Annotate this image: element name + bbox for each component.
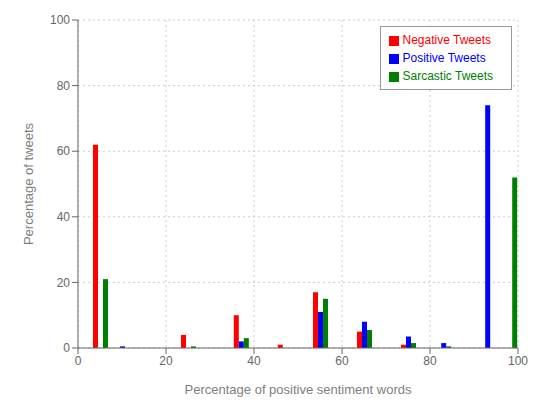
svg-text:80: 80 — [57, 79, 71, 93]
html-text:Negative Tweets: Negative Tweets — [402, 33, 491, 47]
svg-text:80: 80 — [423, 354, 437, 368]
svg-text:100: 100 — [50, 13, 70, 27]
html-text:Positive Tweets: Positive Tweets — [402, 51, 486, 65]
svg-text:0: 0 — [75, 354, 82, 368]
svg-text:20: 20 — [159, 354, 173, 368]
html-text:Sarcastic Tweets: Sarcastic Tweets — [402, 69, 493, 83]
svg-text:100: 100 — [508, 354, 528, 368]
svg-text:0: 0 — [63, 341, 70, 355]
svg-text:60: 60 — [57, 144, 71, 158]
svg-text:Percentage of tweets: Percentage of tweets — [21, 122, 36, 245]
svg-text:60: 60 — [335, 354, 349, 368]
svg-text:20: 20 — [57, 276, 71, 290]
svg-text:Percentage of positive sentime: Percentage of positive sentiment words — [185, 382, 412, 397]
svg-text:40: 40 — [57, 210, 71, 224]
svg-text:40: 40 — [247, 354, 261, 368]
